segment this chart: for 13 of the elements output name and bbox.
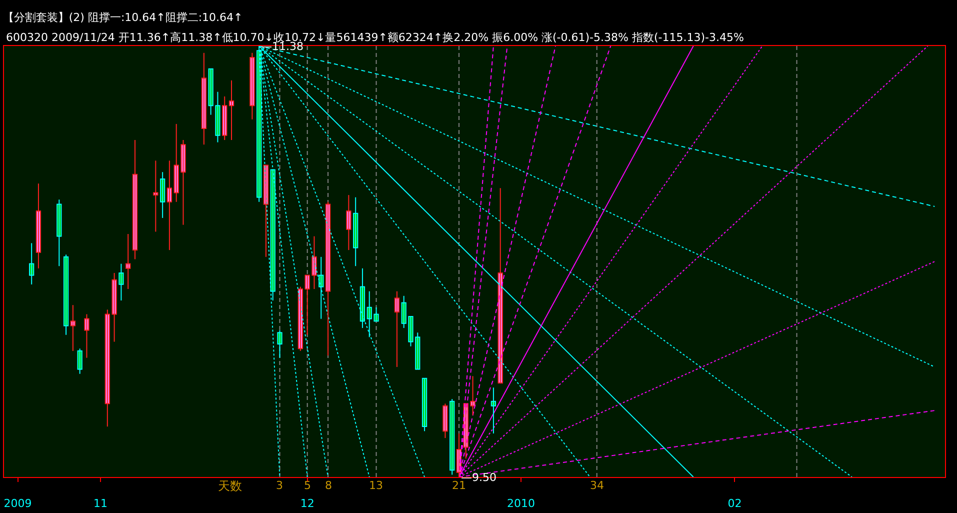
ref-line-label: 13 — [369, 479, 383, 492]
x-tick-label: 2010 — [507, 497, 536, 510]
ref-line-label: 8 — [325, 479, 332, 492]
ref-line-label: 34 — [590, 479, 604, 492]
chart-title: 【分割套装】(2) 阻撑一:10.64↑阻撑二:10.64↑ — [2, 11, 243, 24]
ref-line-label: 3 — [276, 479, 283, 492]
x-tick-label: 11 — [94, 497, 108, 510]
ref-line-label: 5 — [304, 479, 311, 492]
x-tick-label: 2009 — [4, 497, 32, 510]
text: 天数 — [218, 479, 242, 493]
x-tick-label: 02 — [728, 497, 742, 510]
x-tick-label: 12 — [300, 497, 314, 510]
ref-line-label: 21 — [452, 479, 466, 492]
